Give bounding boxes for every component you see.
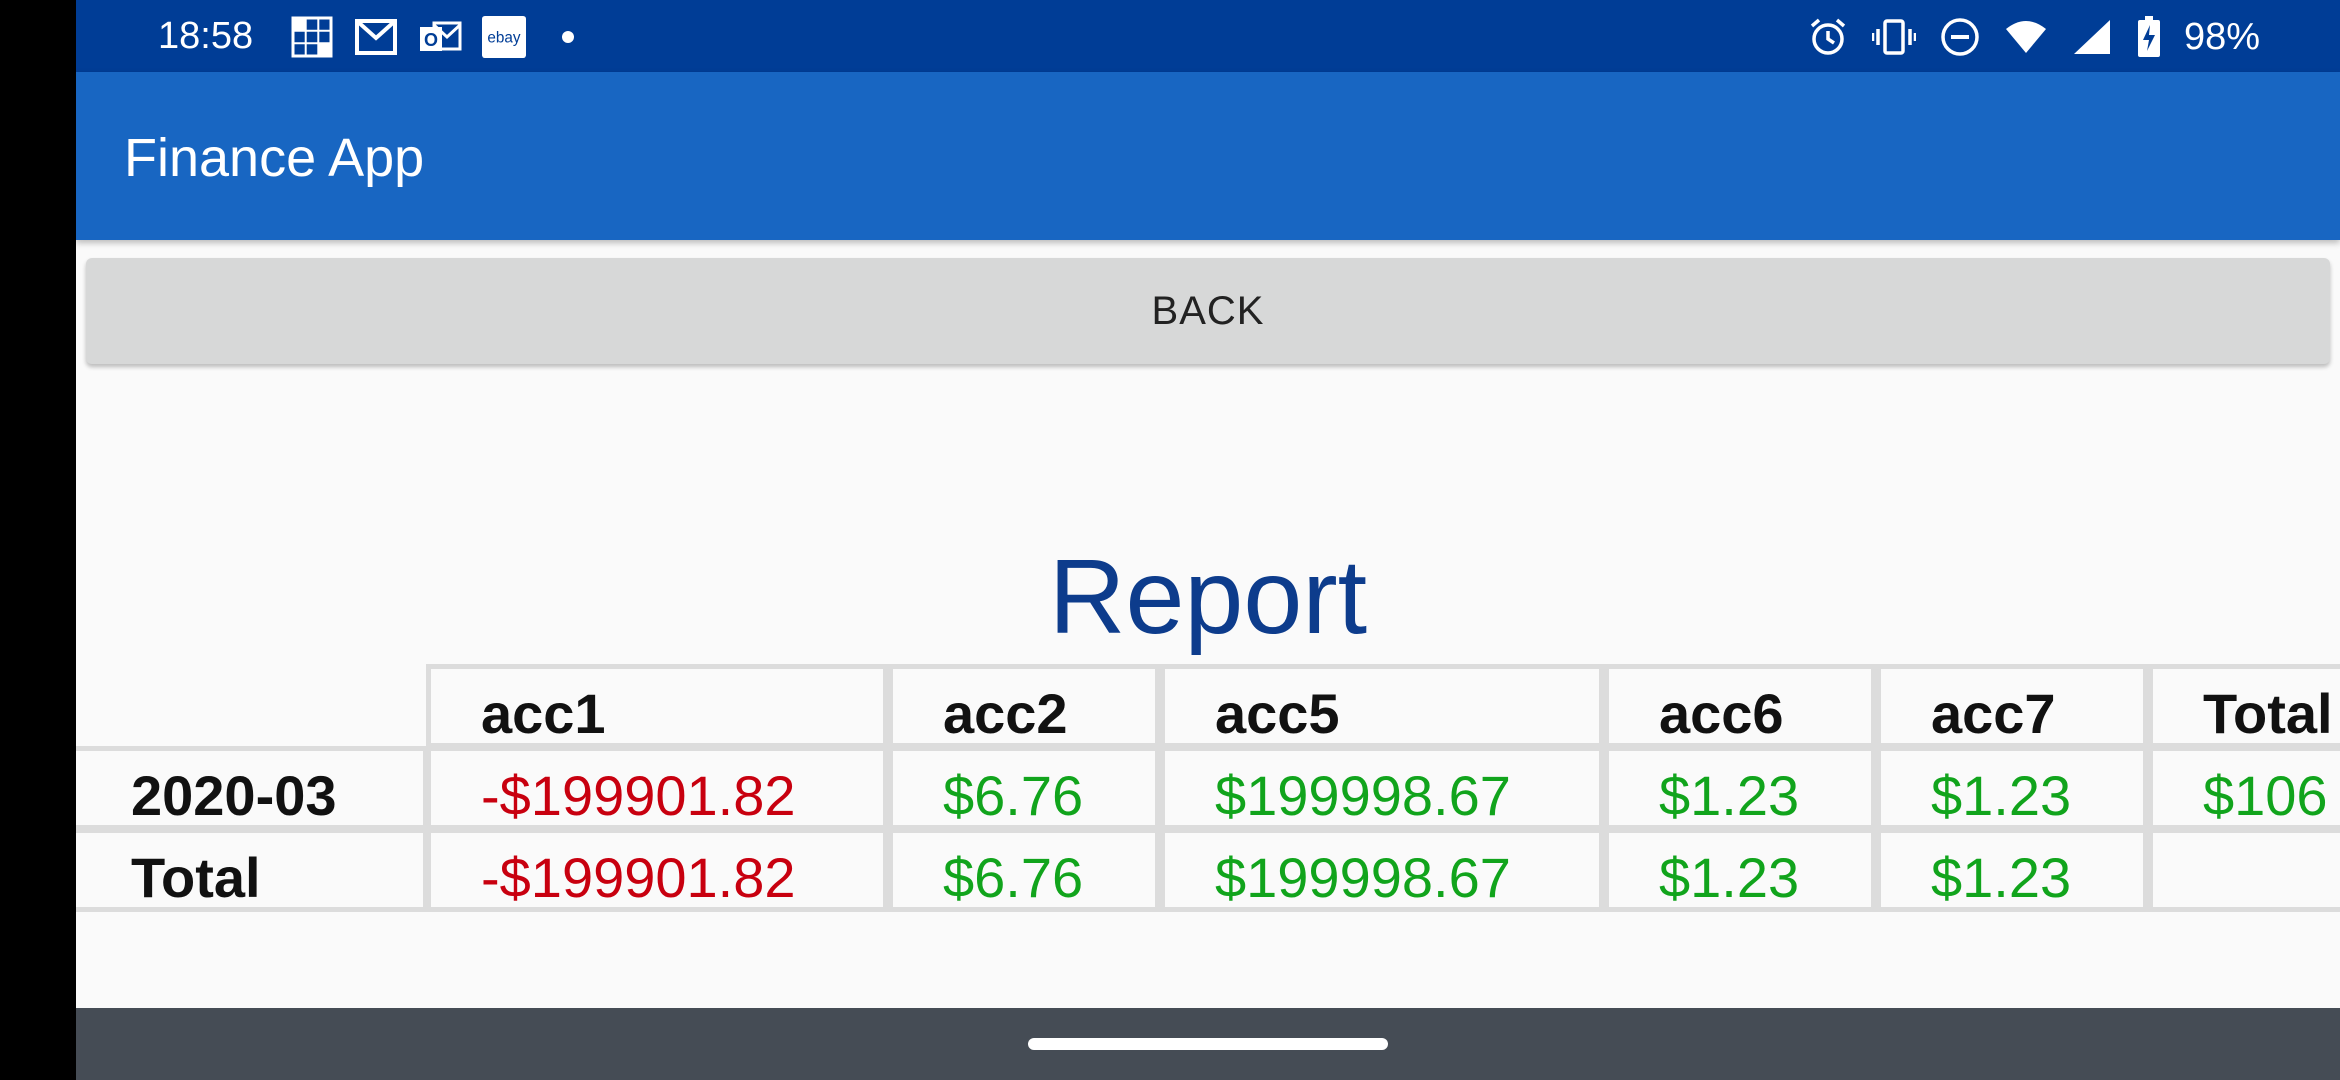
- column-header-acc5: acc5: [1160, 664, 1604, 748]
- table-cell: $1.23: [1876, 746, 2148, 830]
- row-label-2020-03: 2020-03: [76, 746, 428, 830]
- wifi-icon: [2004, 15, 2048, 59]
- row-label-total: Total: [76, 828, 428, 912]
- signal-icon: [2070, 15, 2114, 59]
- screen: 18:58: [76, 0, 2340, 1080]
- app-bar: Finance App: [76, 72, 2340, 240]
- table-cell: $199998.67: [1160, 746, 1604, 830]
- crossword-icon: [290, 15, 334, 59]
- system-icons: 98%: [1806, 14, 2260, 60]
- ebay-icon: ebay: [482, 15, 526, 59]
- status-time: 18:58: [158, 15, 254, 57]
- table-cell: $1.23: [1876, 828, 2148, 912]
- column-header-total: Total: [2148, 664, 2340, 748]
- navigation-bar: [76, 1008, 2340, 1080]
- status-bar: 18:58: [76, 0, 2340, 72]
- app-title: Finance App: [124, 128, 425, 188]
- table-cell: $6.76: [888, 828, 1160, 912]
- gmail-icon: [354, 15, 398, 59]
- table-cell: -$199901.82: [426, 828, 888, 912]
- ebay-letters: ebay: [487, 30, 521, 47]
- dnd-icon: [1938, 15, 1982, 59]
- vibrate-icon: [1871, 15, 1916, 59]
- report-title: Report: [1048, 538, 1368, 656]
- battery-charging-icon: [2136, 15, 2162, 59]
- outlook-icon: O: [418, 15, 462, 59]
- table-cell: -$199901.82: [426, 746, 888, 830]
- battery-percentage: 98%: [2183, 16, 2260, 58]
- table-cell: $106: [2148, 746, 2340, 830]
- table-cell: $1.23: [1604, 746, 1876, 830]
- table-cell: $199998.67: [1160, 828, 1604, 912]
- column-header-acc6: acc6: [1604, 664, 1876, 748]
- outlook-letter: O: [424, 30, 438, 50]
- column-header-acc2: acc2: [888, 664, 1160, 748]
- alarm-icon: [1806, 15, 1850, 59]
- notification-icons: O ebay: [290, 14, 590, 60]
- back-button[interactable]: BACK: [86, 258, 2330, 364]
- column-header-acc7: acc7: [1876, 664, 2148, 748]
- column-header-acc1: acc1: [426, 664, 888, 748]
- table-cell: $1.23: [1604, 828, 1876, 912]
- dot-icon: [546, 15, 590, 59]
- table-cell: $6.76: [888, 746, 1160, 830]
- table-cell: [2148, 828, 2340, 912]
- home-gesture-handle[interactable]: [1028, 1038, 1388, 1050]
